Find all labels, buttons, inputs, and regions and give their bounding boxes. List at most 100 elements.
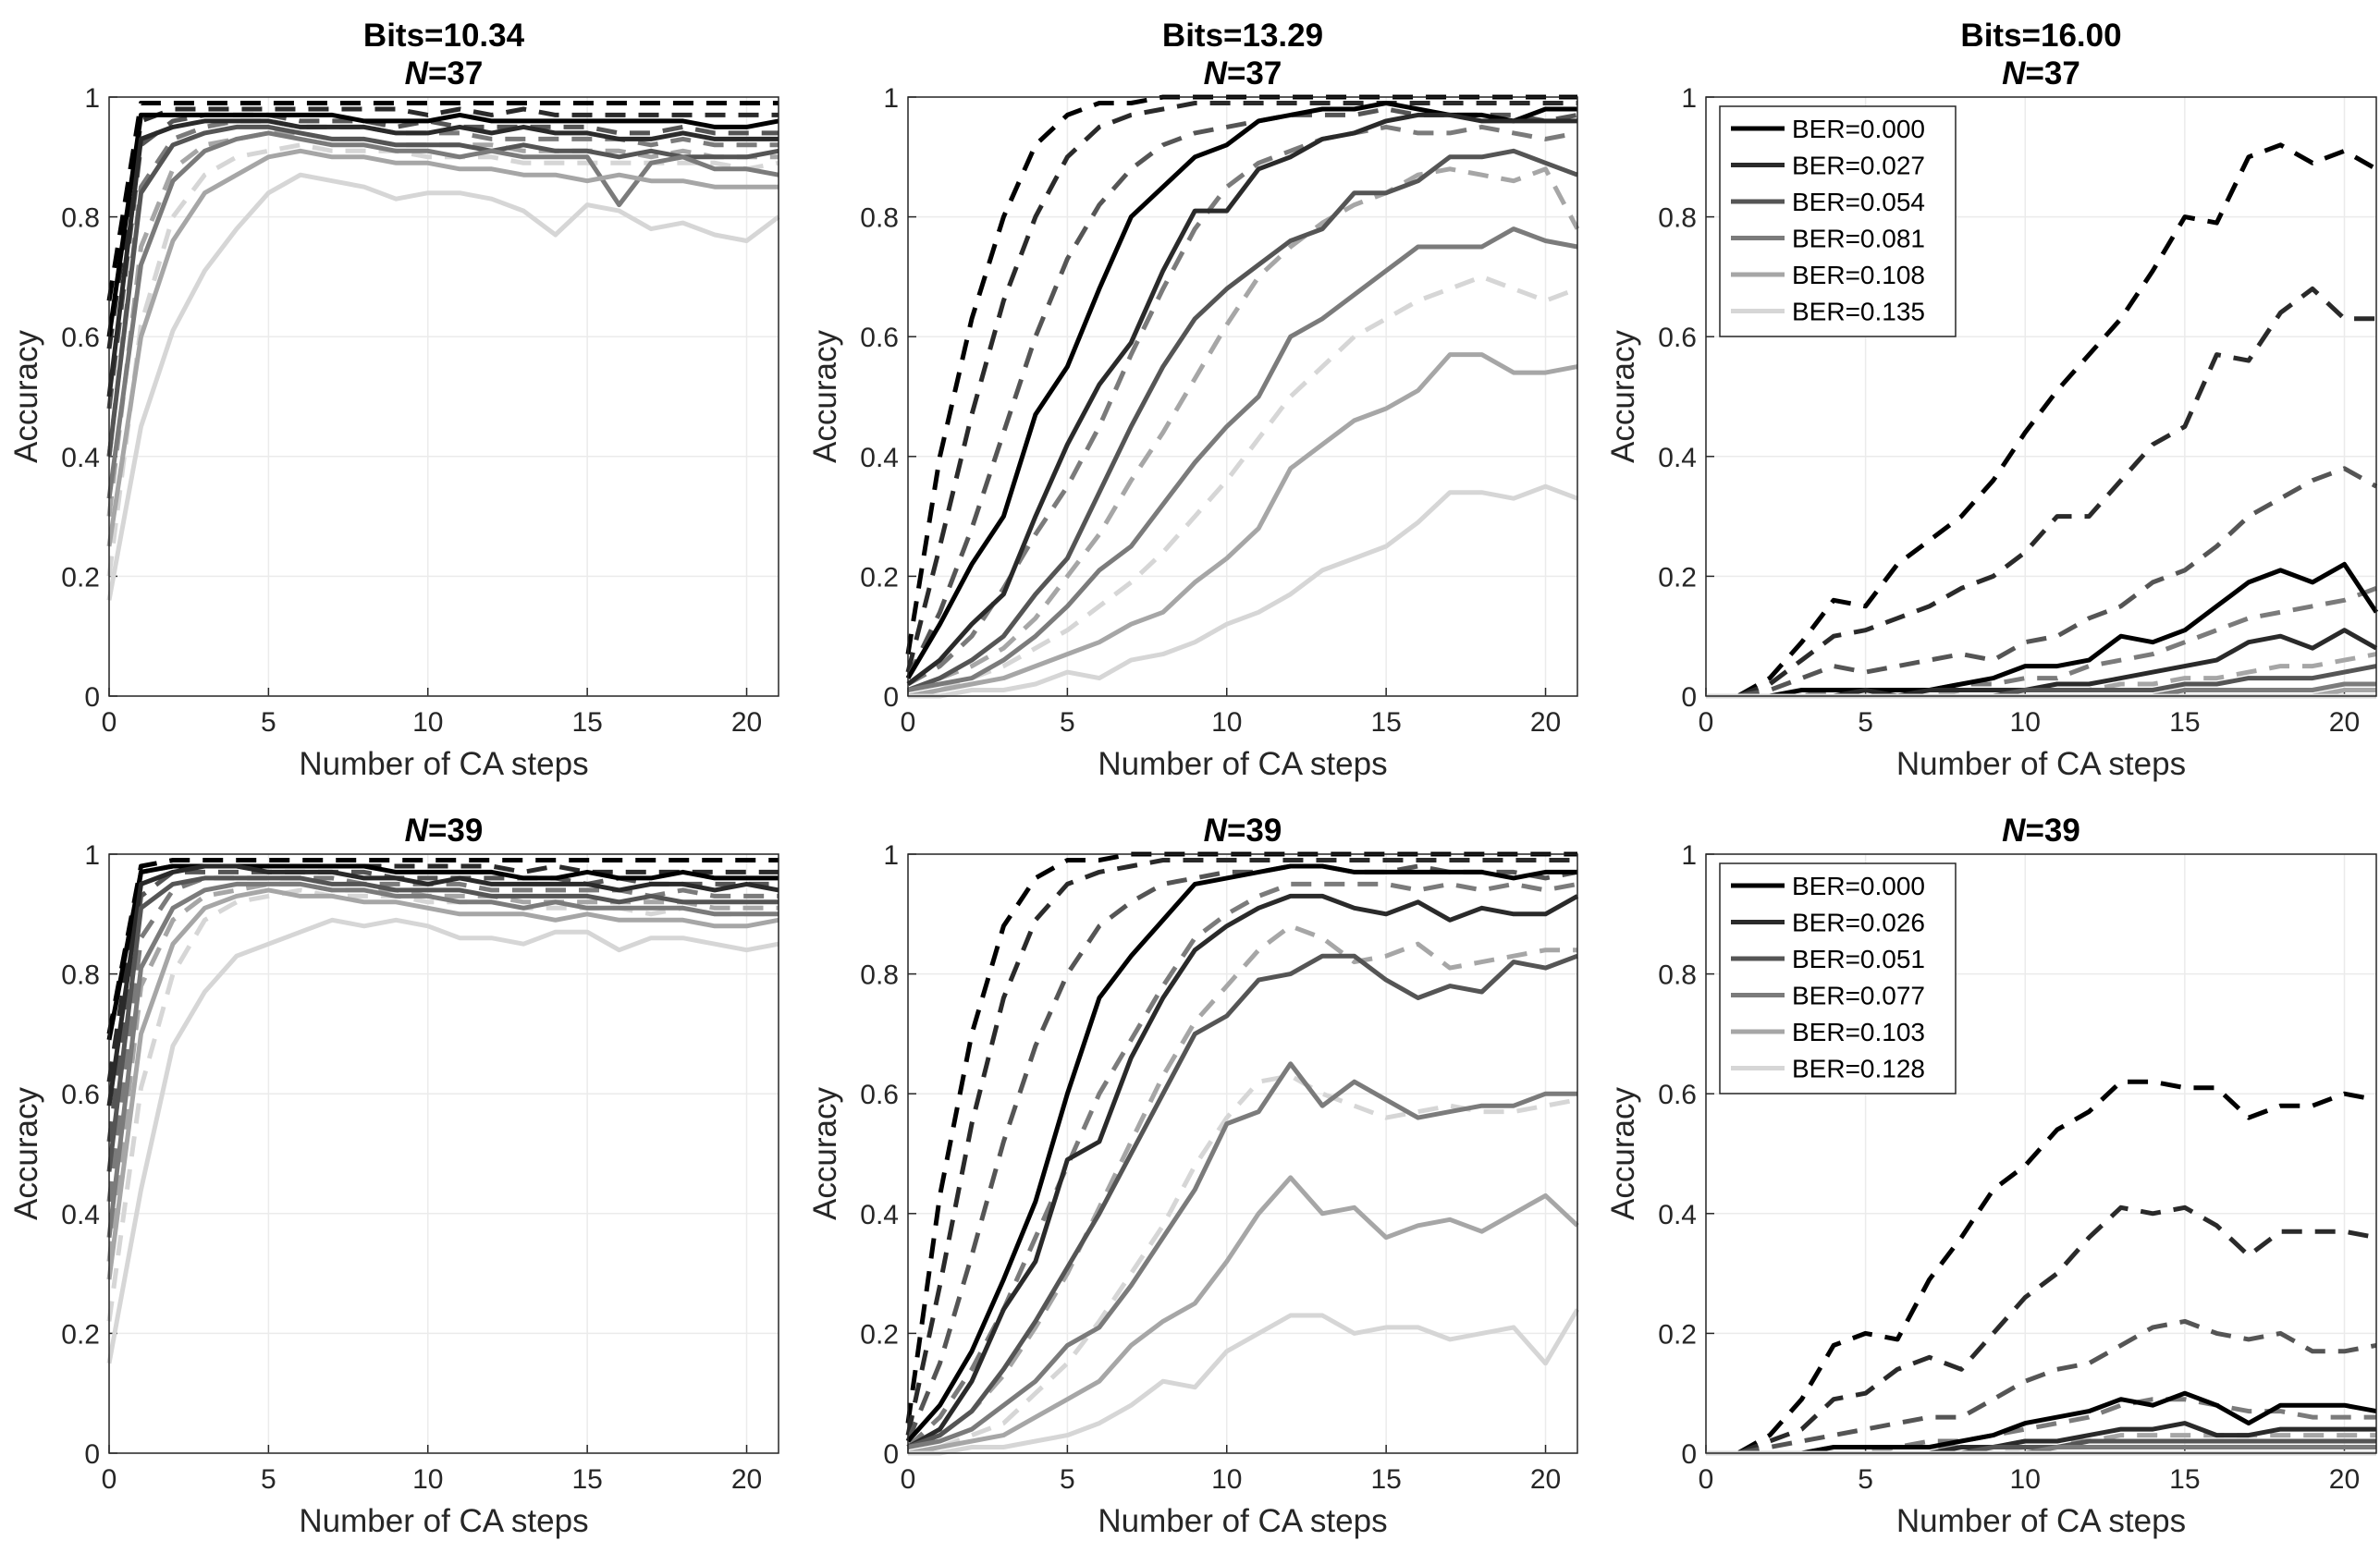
- x-tick-label: 10: [1211, 707, 1242, 738]
- chart-panel-2: 0 5 10 15 20 0 0.2 0.4 0.6 0.8 1 Bits=13.29N=37 Numb…: [807, 18, 1580, 782]
- series-line-dashed: [1706, 466, 2378, 699]
- y-tick-label: 0.8: [61, 960, 100, 991]
- series-line-ber-0-103: [106, 887, 779, 1280]
- x-tick-label: 0: [901, 1464, 916, 1495]
- plot-area: [109, 854, 779, 1453]
- series-line-dashed: [106, 106, 779, 349]
- legend-entry: BER=0.000: [1792, 115, 1925, 143]
- series-line-dashed: [106, 101, 779, 301]
- y-tick-label: 0.8: [860, 960, 899, 991]
- series-line-dashed: [106, 887, 779, 1322]
- series-line-ber-0-108: [106, 148, 779, 547]
- series-line-ber-0-000: [106, 112, 779, 337]
- series-line-dashed: [106, 142, 779, 577]
- x-axis-label: Number of CA steps: [1098, 746, 1387, 782]
- chart-panel-5: 0 5 10 15 20 0 0.2 0.4 0.6 0.8 1 N=39 Number of CA s…: [807, 813, 1580, 1539]
- legend-entry: BER=0.026: [1792, 909, 1925, 937]
- legend-box: [1719, 105, 1957, 337]
- axes-box: [108, 96, 779, 697]
- chart-subtitle: N=37: [2002, 55, 2080, 92]
- plot-area: [908, 97, 1577, 696]
- x-tick-label: 15: [571, 707, 602, 738]
- series-line-ber-0-081: [106, 130, 779, 499]
- y-tick-label: 0.6: [61, 323, 100, 353]
- y-tick-label: 1: [1681, 840, 1697, 871]
- series-line-ber-0-135: [908, 483, 1578, 699]
- series-line-ber-0-026: [906, 893, 1579, 1449]
- chart-title: Bits=16.00: [1960, 18, 2121, 54]
- y-tick-label: 0: [1681, 682, 1697, 713]
- axes-box: [1705, 96, 2377, 697]
- x-tick-label: 20: [731, 1464, 762, 1495]
- chart-title: Bits=13.29: [1162, 18, 1323, 54]
- legend-entry: BER=0.128: [1792, 1055, 1925, 1083]
- y-tick-label: 0.6: [61, 1080, 100, 1110]
- legend-entry: BER=0.108: [1792, 261, 1925, 289]
- x-axis-label: Number of CA steps: [1896, 1503, 2186, 1539]
- series-line-ber-0-000: [1706, 561, 2379, 699]
- y-tick-label: 0.2: [860, 562, 899, 593]
- y-tick-label: 0.8: [61, 203, 100, 234]
- chart-title: Bits=10.34: [363, 18, 525, 54]
- y-tick-label: 0: [1681, 1439, 1697, 1470]
- y-tick-label: 0.8: [1658, 960, 1697, 991]
- x-tick-label: 5: [1858, 1464, 1873, 1495]
- series-line-ber-0-128: [908, 1308, 1580, 1456]
- legend-entry: BER=0.077: [1792, 982, 1925, 1010]
- x-tick-label: 0: [1699, 707, 1714, 738]
- x-tick-label: 20: [731, 707, 762, 738]
- series-line-dashed: [1706, 1079, 2377, 1456]
- series-line-ber-0-000: [906, 863, 1577, 1443]
- x-axis-label: Number of CA steps: [299, 1503, 588, 1539]
- series-line-dashed: [1706, 586, 2377, 699]
- y-tick-label: 0.2: [61, 562, 100, 593]
- x-axis-label: Number of CA steps: [1098, 1503, 1387, 1539]
- legend-entry: BER=0.103: [1792, 1018, 1925, 1046]
- chart-subtitle: N=37: [1204, 55, 1282, 92]
- x-tick-label: 10: [412, 707, 443, 738]
- y-tick-label: 0.4: [61, 443, 100, 473]
- x-tick-label: 20: [2329, 1464, 2360, 1495]
- chart-panel-1: 0 5 10 15 20 0 0.2 0.4 0.6 0.8 1 Bits=10.34N=37 Numb…: [8, 18, 780, 782]
- series-line-dashed: [907, 274, 1578, 699]
- x-tick-label: 5: [261, 1464, 276, 1495]
- x-tick-label: 0: [1699, 1464, 1714, 1495]
- x-tick-label: 5: [261, 707, 276, 738]
- y-axis-label: Accuracy: [807, 330, 843, 463]
- series-line-dashed: [106, 881, 779, 1262]
- y-axis-label: Accuracy: [8, 1087, 44, 1220]
- series-line-ber-0-081: [907, 226, 1578, 692]
- axes-box: [108, 853, 779, 1454]
- x-tick-label: 15: [571, 1464, 602, 1495]
- y-tick-label: 0.2: [1658, 1319, 1697, 1350]
- legend-box: [1719, 862, 1957, 1094]
- plot-area: [109, 97, 779, 696]
- series-line-ber-0-077: [907, 1061, 1577, 1449]
- y-tick-label: 0.4: [860, 443, 899, 473]
- series-line-ber-0-128: [106, 917, 779, 1364]
- series-line-ber-0-000: [1706, 1390, 2377, 1456]
- legend-entry: BER=0.000: [1792, 872, 1925, 900]
- y-tick-label: 0.2: [61, 1319, 100, 1350]
- y-tick-label: 0.6: [860, 323, 899, 353]
- series-line-dashed: [106, 112, 779, 410]
- y-tick-label: 1: [883, 840, 899, 871]
- legend-entry: BER=0.051: [1792, 945, 1925, 973]
- x-tick-label: 15: [2169, 707, 2200, 738]
- legend: BER=0.000 BER=0.026 BER=0.051 BER=0.077 BER=…: [1719, 862, 1957, 1094]
- x-tick-label: 10: [2010, 1464, 2041, 1495]
- y-tick-label: 1: [883, 83, 899, 114]
- y-tick-label: 0: [84, 1439, 100, 1470]
- x-tick-label: 15: [1370, 707, 1401, 738]
- x-tick-label: 5: [1060, 1464, 1075, 1495]
- legend-entry: BER=0.027: [1792, 152, 1925, 180]
- y-axis-label: Accuracy: [807, 1087, 843, 1220]
- chart-subtitle: N=37: [405, 55, 484, 92]
- series-line-ber-0-000: [905, 101, 1577, 679]
- x-tick-label: 0: [102, 1464, 117, 1495]
- y-tick-label: 0.2: [860, 1319, 899, 1350]
- y-tick-label: 0: [84, 682, 100, 713]
- series-line-ber-0-051: [106, 875, 779, 1172]
- y-tick-label: 0: [883, 1439, 899, 1470]
